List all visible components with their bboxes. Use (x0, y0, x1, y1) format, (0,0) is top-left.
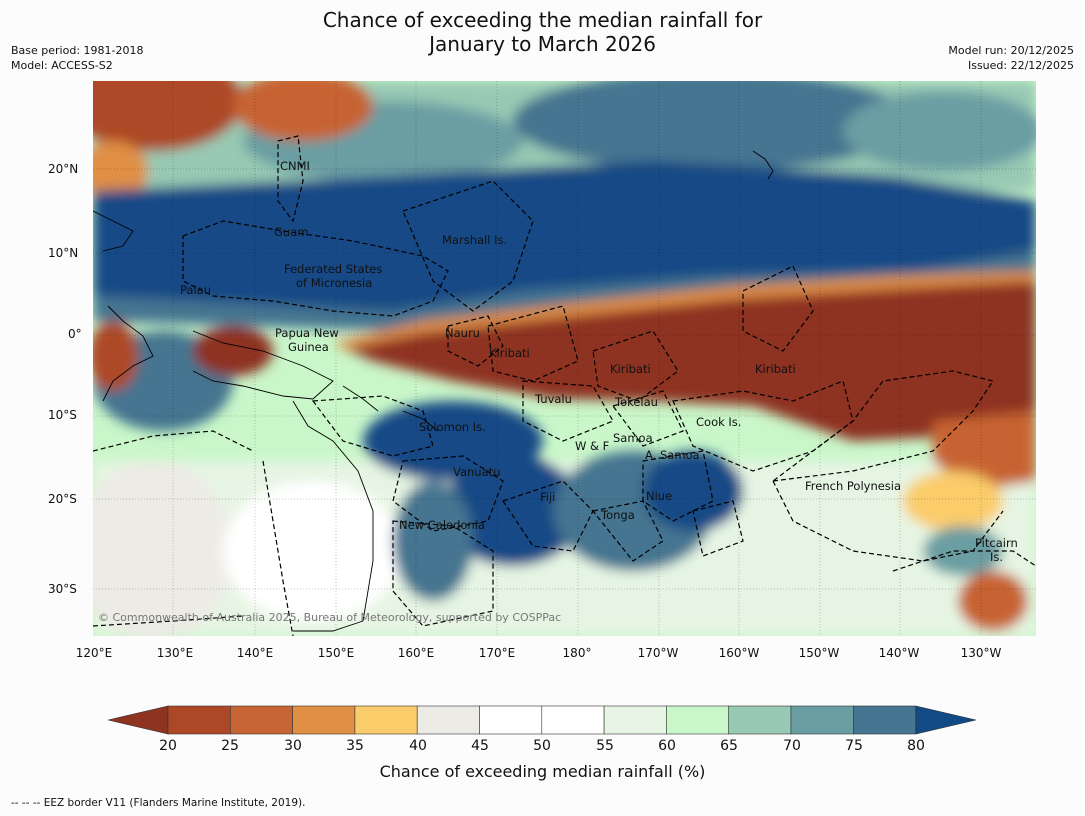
title-line-1: Chance of exceeding the median rainfall … (322, 8, 763, 32)
model-name: Model: ACCESS-S2 (11, 59, 113, 72)
issued-date: Issued: 22/12/2025 (967, 59, 1074, 72)
colorbar-cell-65_70 (728, 705, 792, 735)
label-samoa: Samoa (613, 431, 653, 445)
y-tick-10s: 10°S (48, 408, 77, 422)
eez-footnote: -- -- -- EEZ border V11 (Flanders Marine… (11, 797, 306, 809)
label-asamoa: A. Samoa (645, 448, 700, 462)
label-cnmi: CNMI (280, 159, 310, 173)
x-tick-150w: 150°W (798, 646, 840, 660)
label-pitcairn-2: Is. (990, 550, 1003, 564)
colorbar-cell-35_40 (354, 705, 418, 735)
x-tick-140e: 140°E (236, 646, 274, 660)
y-tick-20s: 20°S (48, 492, 77, 506)
label-palau: Palau (180, 283, 211, 297)
label-fsm-2: of Micronesia (296, 276, 372, 290)
label-png-2: Guinea (288, 340, 329, 354)
coastlines (93, 150, 774, 632)
label-solomon: Solomon Is. (419, 420, 486, 434)
x-tick-140w: 140°W (878, 646, 920, 660)
colorbar-cell-70_75 (790, 705, 854, 735)
colorbar-title: Chance of exceeding median rainfall (%) (379, 762, 706, 781)
grid-lines (93, 81, 1036, 636)
colorbar-cell-30_35 (292, 705, 356, 735)
label-kiribati-1: Kiribati (489, 346, 530, 360)
map-panel[interactable]: CNMI Guam Marshall Is. Federated States … (93, 81, 1036, 636)
label-niue: Niue (646, 489, 672, 503)
label-tonga: Tonga (600, 508, 635, 522)
label-marshall: Marshall Is. (442, 233, 507, 247)
eez-borders (93, 135, 1036, 636)
colorbar-above-arrow (915, 705, 977, 735)
x-tick-170e: 170°E (478, 646, 516, 660)
meta-right: Model run: 20/12/2025 Issued: 22/12/2025 (948, 43, 1074, 73)
x-tick-130e: 130°E (156, 646, 194, 660)
y-tick-0: 0° (68, 327, 82, 341)
region-labels: CNMI Guam Marshall Is. Federated States … (180, 159, 1018, 564)
colorbar-cell-60_65 (666, 705, 730, 735)
rainfall-field (93, 81, 1036, 636)
y-tick-30s: 30°S (48, 582, 77, 596)
map-title: Chance of exceeding the median rainfall … (0, 8, 1085, 56)
label-pitcairn-1: Pitcairn (975, 536, 1018, 550)
label-vanuatu: Vanuatu (453, 465, 500, 479)
x-tick-180: 180° (562, 646, 592, 660)
label-nauru: Nauru (445, 326, 480, 340)
colorbar (107, 705, 978, 735)
x-tick-160w: 160°W (718, 646, 760, 660)
x-tick-150e: 150°E (317, 646, 355, 660)
label-cook: Cook Is. (696, 415, 741, 429)
colorbar-cell-75_80 (852, 705, 916, 735)
y-tick-10n: 10°N (48, 246, 79, 260)
label-wf: W & F (575, 439, 609, 453)
label-french-polynesia: French Polynesia (805, 479, 901, 493)
label-guam: Guam (274, 225, 308, 239)
cb-label-80: 80 (907, 738, 925, 754)
label-fsm-1: Federated States (284, 262, 382, 276)
cb-label-70: 70 (783, 738, 801, 754)
title-line-2: January to March 2026 (429, 32, 656, 56)
meta-left: Base period: 1981-2018 Model: ACCESS-S2 (11, 43, 143, 73)
colorbar-svg (107, 705, 977, 735)
y-tick-20n: 20°N (48, 162, 79, 176)
label-tuvalu: Tuvalu (534, 392, 572, 406)
colorbar-cell-45_50 (479, 705, 543, 735)
label-tokelau: Tokelau (614, 395, 658, 409)
cb-label-55: 55 (596, 738, 614, 754)
colorbar-cell-50_55 (541, 705, 605, 735)
copyright-notice: © Commonwealth of Australia 2025, Bureau… (98, 611, 561, 624)
label-png-1: Papua New (275, 326, 339, 340)
cb-label-60: 60 (658, 738, 676, 754)
colorbar-cell-20_25 (167, 705, 231, 735)
colorbar-cell-55_60 (603, 705, 667, 735)
label-kiribati-2: Kiribati (610, 362, 651, 376)
cb-label-35: 35 (346, 738, 364, 754)
label-new-caledonia: New Caledonia (399, 518, 485, 532)
cb-label-25: 25 (221, 738, 239, 754)
base-period: Base period: 1981-2018 (11, 44, 144, 57)
cb-label-45: 45 (471, 738, 489, 754)
cb-label-75: 75 (845, 738, 863, 754)
colorbar-cells (167, 705, 916, 735)
x-tick-170w: 170°W (637, 646, 679, 660)
colorbar-below-arrow (107, 705, 169, 735)
model-run: Model run: 20/12/2025 (948, 44, 1074, 57)
x-tick-130w: 130°W (960, 646, 1002, 660)
cb-label-20: 20 (159, 738, 177, 754)
colorbar-cell-40_45 (416, 705, 480, 735)
colorbar-cell-25_30 (230, 705, 293, 735)
cb-label-40: 40 (409, 738, 427, 754)
label-kiribati-3: Kiribati (755, 362, 796, 376)
cb-label-50: 50 (533, 738, 551, 754)
cb-label-30: 30 (284, 738, 302, 754)
x-tick-120e: 120°E (75, 646, 113, 660)
cb-label-65: 65 (720, 738, 738, 754)
x-tick-160e: 160°E (397, 646, 435, 660)
rainfall-map[interactable]: CNMI Guam Marshall Is. Federated States … (93, 81, 1036, 636)
label-fiji: Fiji (540, 490, 555, 504)
